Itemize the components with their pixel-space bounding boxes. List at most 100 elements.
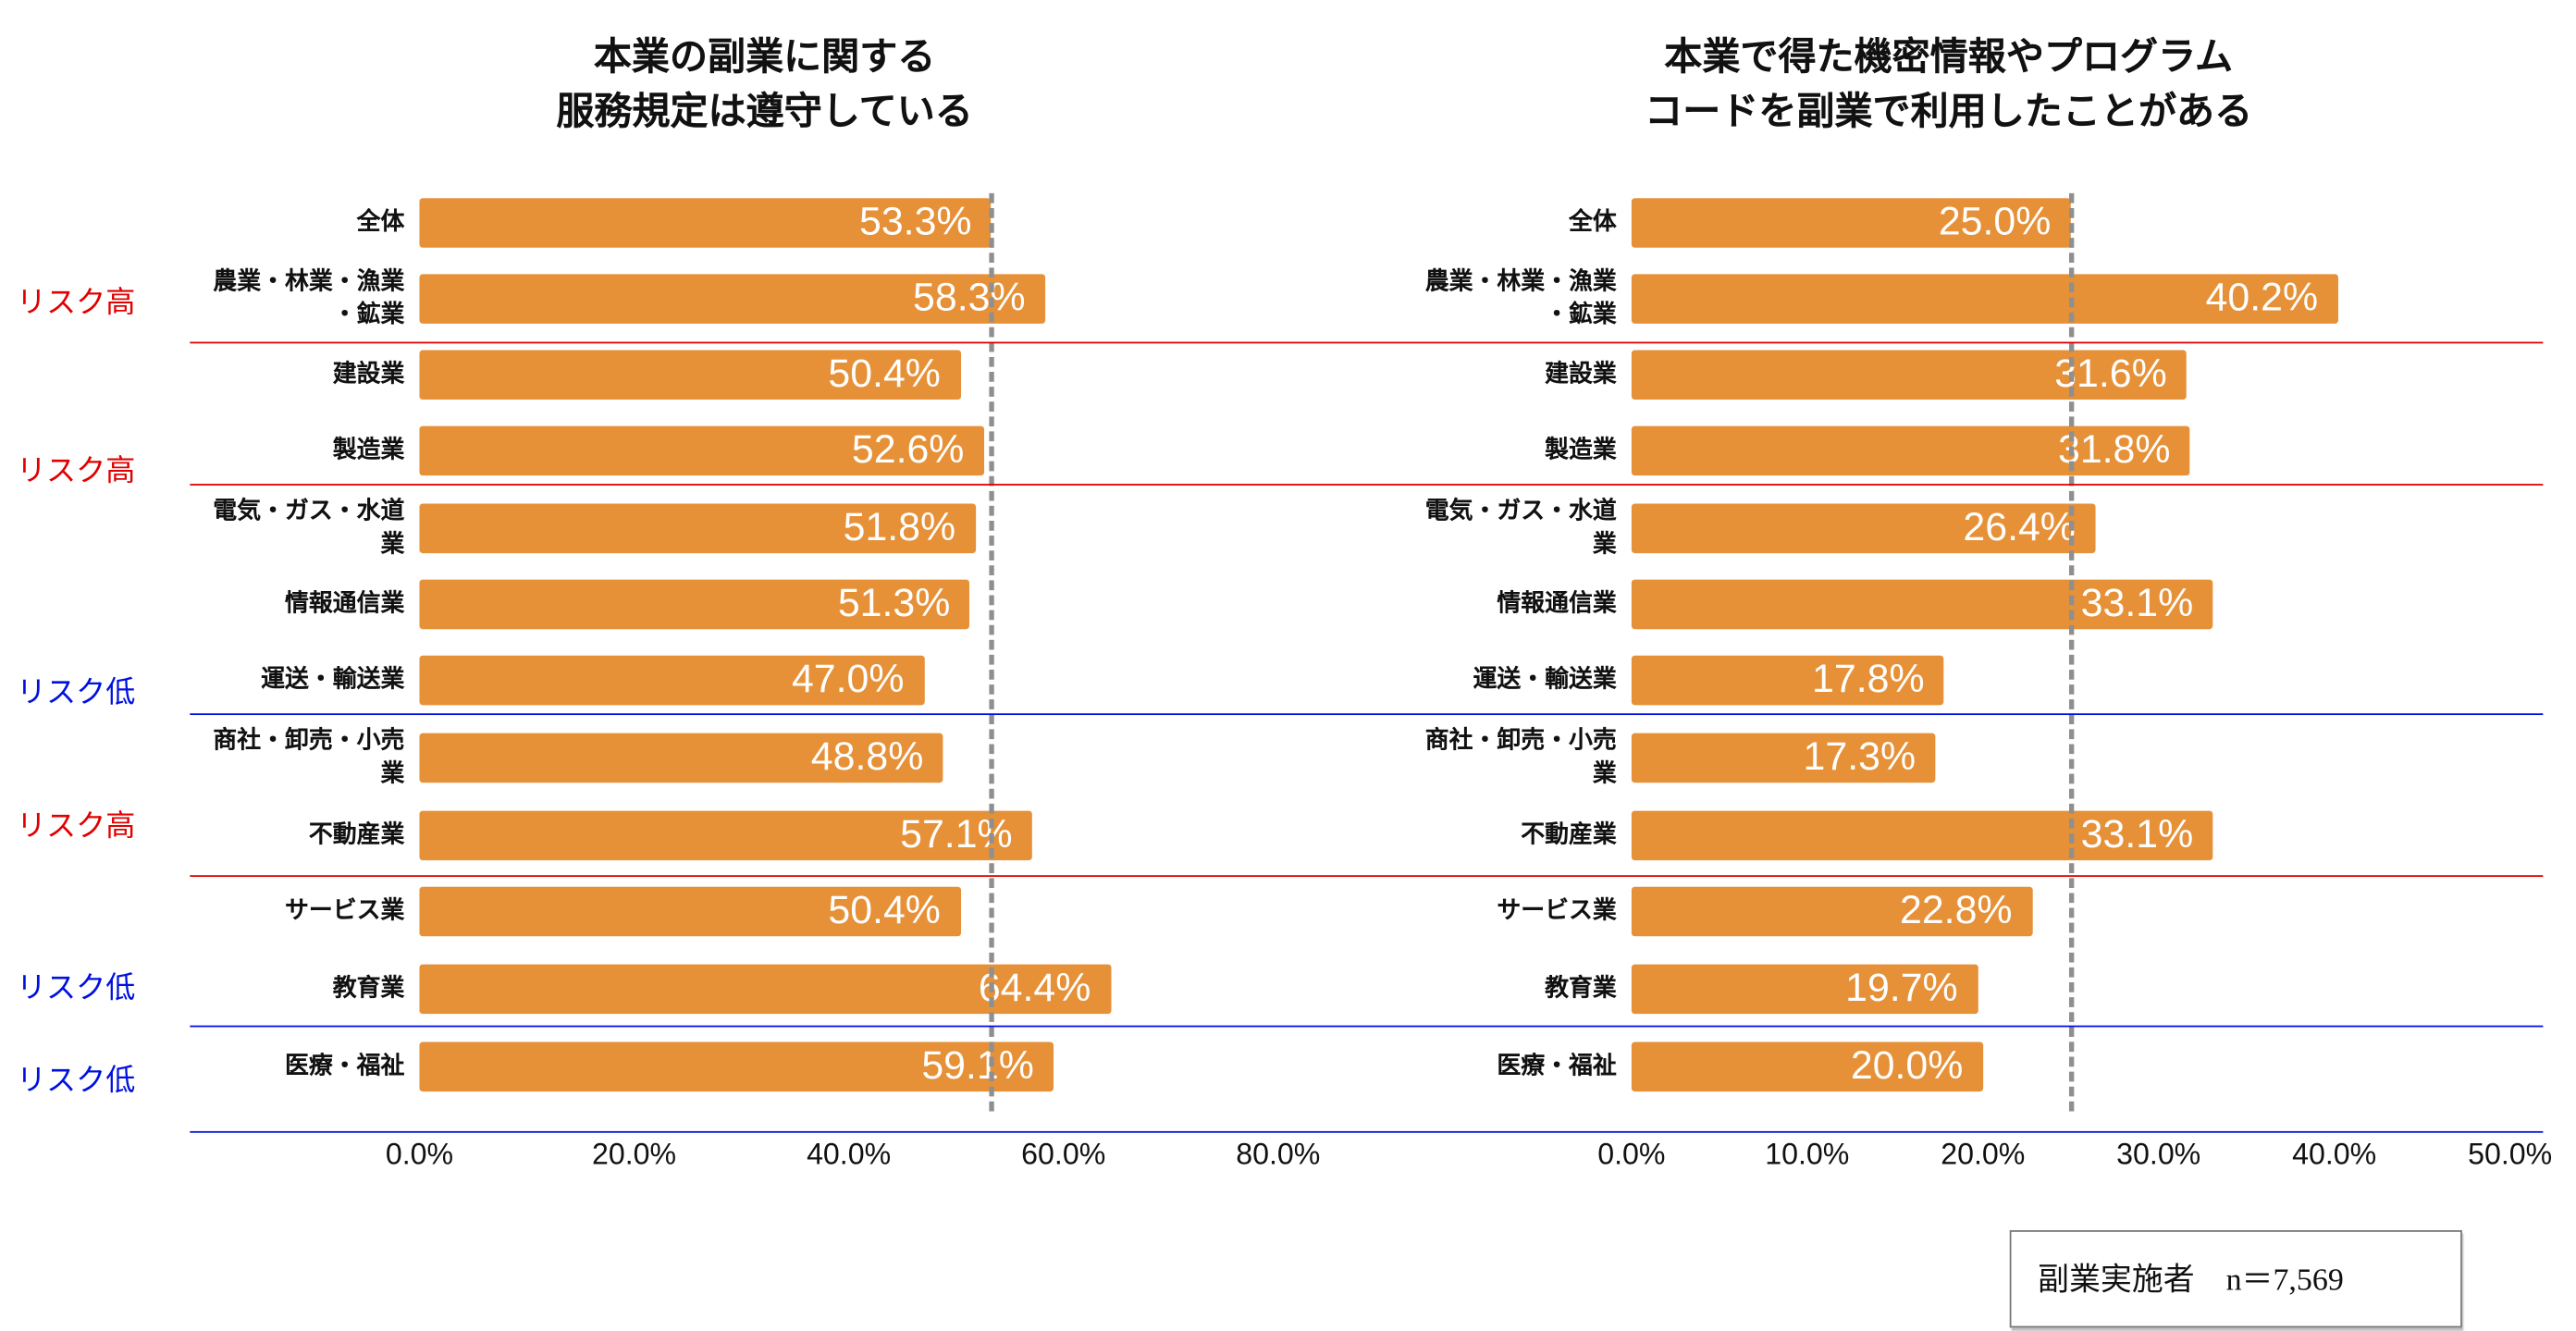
category-label: 建設業 bbox=[1545, 361, 1617, 388]
category-label: 運送・輸送業 bbox=[261, 667, 405, 694]
category-label: 電気・ガス・水道 業 bbox=[1424, 499, 1617, 559]
value-label: 51.3% bbox=[837, 581, 951, 626]
x-tick-label: 40.0% bbox=[2292, 1138, 2377, 1171]
risk-label: リスク高 bbox=[16, 453, 136, 487]
value-label: 47.0% bbox=[791, 657, 905, 702]
reference-line-dashed bbox=[2068, 192, 2074, 1112]
value-label: 58.3% bbox=[913, 276, 1026, 321]
value-label: 25.0% bbox=[1938, 200, 2052, 245]
bar bbox=[419, 810, 1033, 861]
x-tick-label: 60.0% bbox=[1021, 1138, 1106, 1171]
value-label: 19.7% bbox=[1845, 966, 1958, 1011]
bar bbox=[419, 579, 970, 630]
risk-separator-line bbox=[190, 713, 2544, 716]
risk-separator-line bbox=[190, 875, 2544, 877]
risk-separator-line bbox=[190, 1130, 2544, 1133]
bar bbox=[419, 733, 943, 783]
category-label: 電気・ガス・水道 業 bbox=[213, 499, 405, 559]
bar bbox=[419, 425, 984, 476]
category-label: 不動産業 bbox=[308, 822, 405, 849]
x-tick-label: 0.0% bbox=[385, 1138, 454, 1171]
value-label: 17.3% bbox=[1803, 734, 1917, 780]
category-label: 情報通信業 bbox=[1497, 591, 1617, 618]
category-label: 全体 bbox=[356, 209, 405, 237]
bar bbox=[1631, 350, 2188, 401]
value-label: 40.2% bbox=[2205, 276, 2319, 321]
bar bbox=[1631, 810, 2213, 861]
risk-label: リスク低 bbox=[16, 970, 136, 1004]
x-tick-label: 0.0% bbox=[1597, 1138, 1666, 1171]
bar bbox=[419, 655, 924, 706]
risk-separator-line bbox=[190, 484, 2544, 486]
bar bbox=[1631, 274, 2338, 324]
bar bbox=[1631, 425, 2190, 476]
risk-separator-line bbox=[190, 341, 2544, 344]
value-label: 31.8% bbox=[2057, 427, 2171, 473]
bar bbox=[1631, 655, 1944, 706]
x-tick-label: 50.0% bbox=[2468, 1138, 2553, 1171]
bar bbox=[419, 274, 1045, 324]
bar bbox=[1631, 503, 2096, 554]
x-tick-label: 20.0% bbox=[591, 1138, 677, 1171]
category-label: 教育業 bbox=[332, 976, 405, 1003]
value-label: 33.1% bbox=[2080, 812, 2194, 857]
x-tick-label: 80.0% bbox=[1236, 1138, 1321, 1171]
value-label: 20.0% bbox=[1850, 1043, 1964, 1089]
category-label: 不動産業 bbox=[1521, 822, 1617, 849]
value-label: 64.4% bbox=[978, 966, 1091, 1011]
x-tick-label: 40.0% bbox=[807, 1138, 892, 1171]
value-label: 48.8% bbox=[810, 734, 924, 780]
category-label: 情報通信業 bbox=[284, 591, 405, 618]
bar bbox=[1631, 886, 2032, 937]
category-label: サービス業 bbox=[284, 898, 405, 925]
category-label: サービス業 bbox=[1497, 898, 1617, 925]
category-label: 農業・林業・漁業 ・鉱業 bbox=[213, 269, 405, 329]
risk-label: リスク低 bbox=[16, 675, 136, 709]
category-label: 教育業 bbox=[1545, 976, 1617, 1003]
x-tick-label: 30.0% bbox=[2116, 1138, 2201, 1171]
value-label: 33.1% bbox=[2080, 581, 2194, 626]
category-label: 製造業 bbox=[1545, 438, 1617, 464]
value-label: 17.8% bbox=[1812, 657, 1925, 702]
value-label: 51.8% bbox=[843, 505, 956, 550]
category-label: 商社・卸売・小売 業 bbox=[213, 728, 405, 788]
value-label: 50.4% bbox=[828, 351, 941, 397]
category-label: 運送・輸送業 bbox=[1473, 667, 1617, 694]
category-label: 製造業 bbox=[332, 438, 405, 464]
bar bbox=[1631, 579, 2213, 630]
bar bbox=[419, 886, 961, 937]
bar bbox=[1631, 198, 2071, 248]
value-label: 53.3% bbox=[859, 200, 972, 245]
bar bbox=[1631, 964, 1978, 1015]
x-tick-label: 10.0% bbox=[1765, 1138, 1850, 1171]
chart-title: 本業の副業に関する 服務規定は遵守している bbox=[556, 34, 973, 134]
value-label: 50.4% bbox=[828, 888, 941, 933]
reference-line-dashed bbox=[989, 192, 994, 1112]
sample-size-legend: 副業実施者 n＝7,569 bbox=[2009, 1230, 2462, 1328]
bar bbox=[419, 350, 961, 401]
category-label: 医療・福祉 bbox=[284, 1054, 405, 1080]
risk-label: リスク高 bbox=[16, 285, 136, 319]
value-label: 22.8% bbox=[1900, 888, 2013, 933]
bar bbox=[1631, 733, 1936, 783]
category-label: 農業・林業・漁業 ・鉱業 bbox=[1424, 269, 1617, 329]
category-label: 全体 bbox=[1569, 209, 1617, 237]
risk-separator-line bbox=[190, 1025, 2544, 1028]
value-label: 26.4% bbox=[1963, 505, 2076, 550]
bar bbox=[419, 198, 992, 248]
bar bbox=[419, 964, 1111, 1015]
bar bbox=[419, 503, 976, 554]
category-label: 医療・福祉 bbox=[1497, 1054, 1617, 1080]
value-label: 59.1% bbox=[921, 1043, 1034, 1089]
value-label: 52.6% bbox=[851, 427, 965, 473]
x-tick-label: 20.0% bbox=[1941, 1138, 2026, 1171]
value-label: 31.6% bbox=[2054, 351, 2167, 397]
risk-label: リスク低 bbox=[16, 1063, 136, 1097]
bar bbox=[1631, 1041, 1983, 1092]
risk-label: リスク高 bbox=[16, 808, 136, 843]
chart-title: 本業で得た機密情報やプログラム コードを副業で利用したことがある bbox=[1645, 34, 2253, 134]
category-label: 商社・卸売・小売 業 bbox=[1424, 728, 1617, 788]
bar bbox=[419, 1041, 1054, 1092]
category-label: 建設業 bbox=[332, 361, 405, 388]
